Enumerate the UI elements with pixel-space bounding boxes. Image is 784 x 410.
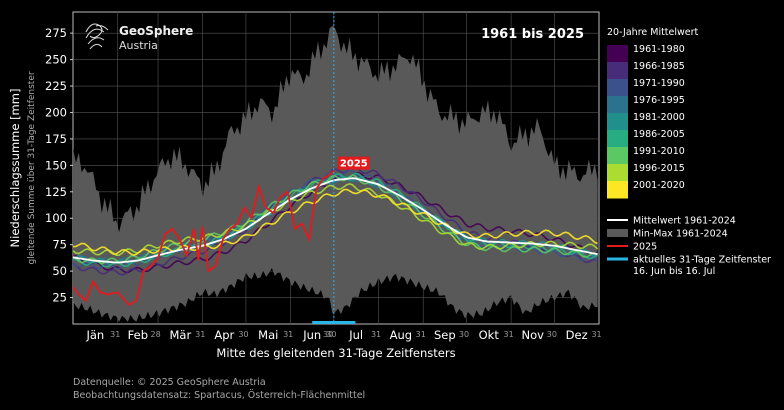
legend: Mittelwert 1961-2024 Min-Max 1961-2024 202… [607, 216, 771, 277]
x-month-end-label: 28 [150, 330, 160, 339]
x-month-end-label: 31 [195, 330, 205, 339]
x-month-label: Mai [258, 328, 278, 342]
x-month-label: Jän [85, 328, 104, 342]
y-axis: 25 50 75 100 125 150 175 200 225 250 275 [45, 26, 73, 305]
legend-label-line2: 16. Jun bis 16. Jul [633, 266, 715, 277]
x-month-label: Jun [302, 328, 321, 342]
x-month-label: Mär [170, 328, 192, 342]
y-axis-sublabel: gleitende Summe über 31-Tage Zeitfenster [27, 71, 37, 264]
y-tick-label: 150 [45, 158, 67, 172]
x-month-label: Jul [348, 328, 363, 342]
series-2025: 2025 [73, 156, 370, 307]
colorbar-swatch [607, 113, 628, 131]
x-month-label: Nov [521, 328, 544, 342]
colorbar-swatch [607, 79, 628, 97]
colorbar-label: 2001-2020 [633, 180, 685, 191]
colorbar-label: 1966-1985 [633, 61, 685, 72]
y-tick-label: 25 [52, 291, 67, 305]
legend-label: 2025 [633, 242, 657, 253]
x-month-end-label: 31 [110, 330, 120, 339]
mean-line [73, 177, 598, 264]
legend-swatch [607, 229, 628, 237]
colorbar-label: 1971-1990 [633, 78, 685, 89]
footer-source: Datenquelle: © 2025 GeoSphere Austria [73, 377, 266, 388]
mean-line-path [73, 177, 598, 264]
y-tick-label: 200 [45, 105, 67, 119]
colorbar-swatch [607, 130, 628, 148]
y-axis-label: Niederschlagssumme [mm] [8, 89, 22, 248]
colorbar-label: 1981-2000 [633, 112, 685, 123]
x-month-end-label: 31 [504, 330, 514, 339]
logo-line1: GeoSphere [119, 24, 193, 38]
y-tick-label: 125 [45, 185, 67, 199]
x-month-label: Sep [434, 328, 456, 342]
colorbar-label: 1961-1980 [633, 44, 685, 55]
y-tick-label: 225 [45, 79, 67, 93]
colorbar-swatch [607, 96, 628, 114]
x-month-end-label: 30 [326, 330, 336, 339]
x-month-end-label: 31 [283, 330, 293, 339]
colorbar-label: 1991-2010 [633, 146, 685, 157]
colorbar-swatch [607, 45, 628, 63]
colorbar-label: 1986-2005 [633, 129, 685, 140]
geosphere-logo-icon [85, 23, 109, 50]
colorbar-label: 1996-2015 [633, 163, 685, 174]
colorbar-label: 1976-1995 [633, 95, 685, 106]
colorbar-swatch [607, 147, 628, 165]
legend-label: Min-Max 1961-2024 [633, 229, 728, 240]
series-2025-label-bg [337, 156, 370, 170]
y-tick-label: 75 [52, 238, 67, 252]
legend-label: Mittelwert 1961-2024 [633, 216, 736, 227]
x-month-end-label: 31 [591, 330, 601, 339]
y-tick-label: 50 [52, 264, 67, 278]
colorbar-swatch [607, 181, 628, 199]
x-month-label: Dez [566, 328, 588, 342]
x-month-end-label: 31 [371, 330, 381, 339]
chart-title: 1961 bis 2025 [481, 27, 584, 42]
x-axis: Jän 31 Feb 28 Mär 31 Apr 30 Mai 31 Jun 30 Jul 31 Aug 31… [85, 328, 601, 342]
logo-line2: Austria [119, 39, 158, 52]
logo: GeoSphere Austria [85, 23, 193, 52]
x-month-end-label: 31 [416, 330, 426, 339]
colorbar: 1961-1980 1966-1985 1971-1990 1976-1995 1981… [607, 44, 685, 199]
current-window [312, 12, 356, 324]
x-month-end-label: 30 [238, 330, 248, 339]
footer-dataset: Beobachtungsdatensatz: Spartacus, Österr… [73, 390, 366, 401]
y-tick-label: 275 [45, 26, 67, 40]
colorbar-title: 20-Jahre Mittelwert [607, 27, 699, 38]
colorbar-swatch [607, 164, 628, 182]
series-2025-label: 2025 [340, 159, 368, 170]
x-month-label: Apr [214, 328, 234, 342]
x-window-day-label: 30 [323, 330, 333, 339]
y-tick-label: 175 [45, 132, 67, 146]
x-month-end-label: 30 [459, 330, 469, 339]
x-month-label: Aug [390, 328, 412, 342]
x-month-label: Okt [479, 328, 500, 342]
x-month-end-label: 30 [547, 330, 557, 339]
y-tick-label: 250 [45, 53, 67, 67]
x-axis-label: Mitte des gleitenden 31-Tage Zeitfenster… [216, 346, 455, 360]
series-2025-line [73, 169, 335, 307]
legend-label: aktuelles 31-Tage Zeitfenster [633, 255, 771, 266]
y-tick-label: 100 [45, 211, 67, 225]
x-month-label: Feb [128, 328, 148, 342]
colorbar-swatch [607, 62, 628, 80]
current-window-bar [312, 321, 356, 324]
